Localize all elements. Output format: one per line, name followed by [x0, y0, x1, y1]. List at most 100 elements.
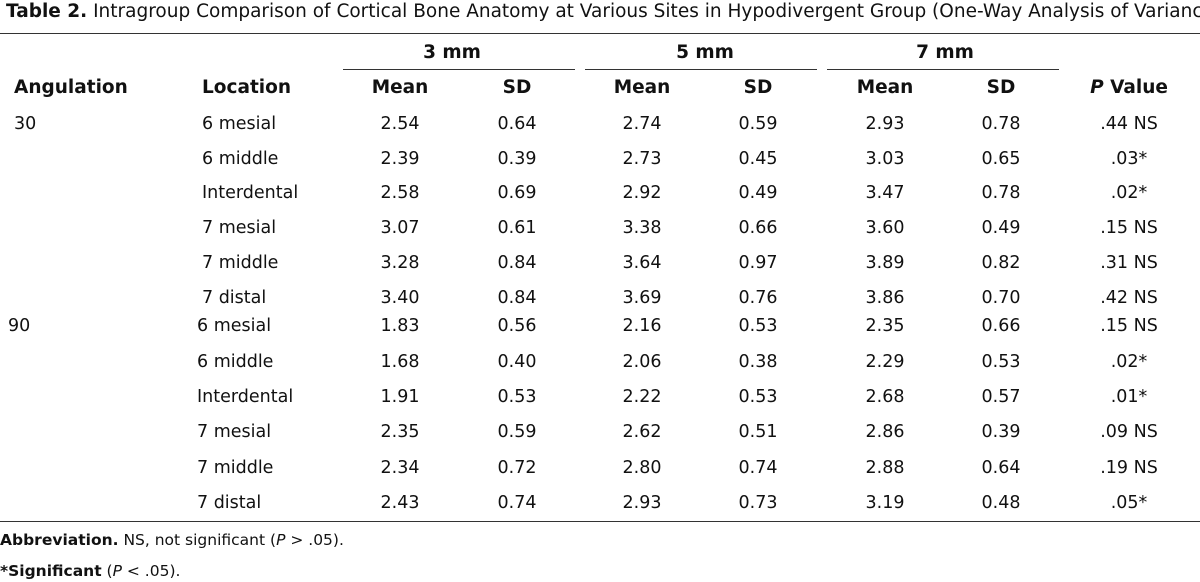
cell-sd-3mm: 0.56	[497, 316, 537, 336]
cell-mean-3mm: 3.28	[380, 253, 420, 273]
cell-mean-3mm: 2.35	[380, 422, 420, 442]
cell-p-value: .19 NS	[1100, 458, 1158, 478]
group-header-3mm: 3 mm	[423, 42, 481, 63]
cell-mean-5mm: 2.80	[622, 458, 662, 478]
abbreviation-text-start: NS, not significant (	[118, 531, 277, 549]
cell-sd-3mm: 0.84	[497, 288, 537, 308]
cell-p-value: .44 NS	[1100, 114, 1158, 134]
cell-sd-7mm: 0.70	[981, 288, 1021, 308]
cell-mean-7mm: 3.03	[865, 149, 905, 169]
column-header-sd-5mm: SD	[743, 77, 773, 98]
cell-mean-5mm: 2.06	[622, 352, 662, 372]
cell-mean-3mm: 1.68	[380, 352, 420, 372]
top-rule	[0, 33, 1200, 34]
cell-sd-5mm: 0.45	[738, 149, 778, 169]
group-rule-5mm	[585, 69, 817, 70]
cell-mean-7mm: 2.93	[865, 114, 905, 134]
cell-sd-5mm: 0.66	[738, 218, 778, 238]
cell-mean-7mm: 3.47	[865, 183, 905, 203]
cell-location: 7 distal	[202, 288, 267, 308]
cell-mean-3mm: 1.91	[380, 387, 420, 407]
cell-sd-5mm: 0.38	[738, 352, 778, 372]
cell-sd-3mm: 0.69	[497, 183, 537, 203]
cell-mean-7mm: 3.86	[865, 288, 905, 308]
cell-sd-7mm: 0.65	[981, 149, 1021, 169]
column-header-mean-3mm: Mean	[371, 77, 429, 98]
cell-sd-3mm: 0.84	[497, 253, 537, 273]
cell-mean-7mm: 3.89	[865, 253, 905, 273]
cell-p-value: .03*	[1110, 149, 1148, 169]
group-header-5mm: 5 mm	[676, 42, 734, 63]
cell-sd-5mm: 0.74	[738, 458, 778, 478]
significance-label: *Significant	[0, 562, 102, 580]
cell-location: 7 mesial	[202, 218, 277, 238]
significance-p-symbol: P	[112, 562, 122, 580]
abbreviation-text-end: > .05).	[285, 531, 344, 549]
group-rule-7mm	[827, 69, 1059, 70]
cell-mean-3mm: 3.07	[380, 218, 420, 238]
cell-location: 6 mesial	[202, 114, 277, 134]
cell-sd-3mm: 0.61	[497, 218, 537, 238]
cell-sd-7mm: 0.57	[981, 387, 1021, 407]
cell-sd-7mm: 0.66	[981, 316, 1021, 336]
cell-p-value: .31 NS	[1100, 253, 1158, 273]
cell-mean-7mm: 2.88	[865, 458, 905, 478]
cell-sd-3mm: 0.39	[497, 149, 537, 169]
cell-sd-7mm: 0.53	[981, 352, 1021, 372]
cell-mean-5mm: 2.16	[622, 316, 662, 336]
abbreviation-label: Abbreviation.	[0, 531, 119, 549]
cell-sd-7mm: 0.78	[981, 183, 1021, 203]
cell-location: 7 mesial	[197, 422, 272, 442]
column-header-p-value: P Value	[1090, 77, 1168, 99]
column-header-location: Location	[202, 77, 292, 98]
cell-angulation: 90	[8, 316, 31, 336]
cell-p-value: .02*	[1110, 183, 1148, 203]
cell-sd-5mm: 0.97	[738, 253, 778, 273]
cell-mean-5mm: 3.64	[622, 253, 662, 273]
cell-sd-5mm: 0.59	[738, 114, 778, 134]
cell-sd-5mm: 0.51	[738, 422, 778, 442]
cell-p-value: .42 NS	[1100, 288, 1158, 308]
cell-sd-7mm: 0.64	[981, 458, 1021, 478]
footnote-significance: *Significant (P < .05).	[0, 561, 180, 581]
cell-sd-3mm: 0.53	[497, 387, 537, 407]
cell-mean-5mm: 2.62	[622, 422, 662, 442]
cell-p-value: .02*	[1110, 352, 1148, 372]
cell-p-value: .09 NS	[1100, 422, 1158, 442]
cell-mean-3mm: 2.39	[380, 149, 420, 169]
table-title: Intragroup Comparison of Cortical Bone A…	[93, 1, 1200, 22]
cell-location: Interdental	[202, 183, 299, 203]
column-header-angulation: Angulation	[14, 77, 128, 98]
cell-location: 7 middle	[202, 253, 279, 273]
p-symbol: P	[1090, 77, 1104, 98]
table-caption: Table 2. Intragroup Comparison of Cortic…	[6, 0, 1200, 24]
cell-sd-3mm: 0.74	[497, 493, 537, 513]
cell-location: 7 distal	[197, 493, 262, 513]
cell-mean-7mm: 3.60	[865, 218, 905, 238]
significance-text-start: (	[101, 562, 113, 580]
cell-mean-5mm: 2.73	[622, 149, 662, 169]
cell-location: 7 middle	[197, 458, 274, 478]
cell-sd-7mm: 0.39	[981, 422, 1021, 442]
cell-p-value: .01*	[1110, 387, 1148, 407]
cell-mean-3mm: 3.40	[380, 288, 420, 308]
cell-sd-7mm: 0.49	[981, 218, 1021, 238]
cell-sd-7mm: 0.82	[981, 253, 1021, 273]
cell-sd-5mm: 0.76	[738, 288, 778, 308]
cell-mean-7mm: 2.86	[865, 422, 905, 442]
cell-sd-3mm: 0.40	[497, 352, 537, 372]
cell-sd-3mm: 0.72	[497, 458, 537, 478]
cell-mean-5mm: 2.92	[622, 183, 662, 203]
cell-mean-7mm: 2.35	[865, 316, 905, 336]
cell-mean-7mm: 2.68	[865, 387, 905, 407]
abbreviation-p-symbol: P	[276, 531, 286, 549]
cell-mean-3mm: 2.54	[380, 114, 420, 134]
cell-p-value: .15 NS	[1100, 218, 1158, 238]
cell-sd-3mm: 0.59	[497, 422, 537, 442]
cell-sd-5mm: 0.53	[738, 316, 778, 336]
cell-sd-5mm: 0.49	[738, 183, 778, 203]
cell-mean-7mm: 3.19	[865, 493, 905, 513]
cell-mean-5mm: 2.22	[622, 387, 662, 407]
column-header-sd-7mm: SD	[986, 77, 1016, 98]
column-header-mean-7mm: Mean	[856, 77, 914, 98]
